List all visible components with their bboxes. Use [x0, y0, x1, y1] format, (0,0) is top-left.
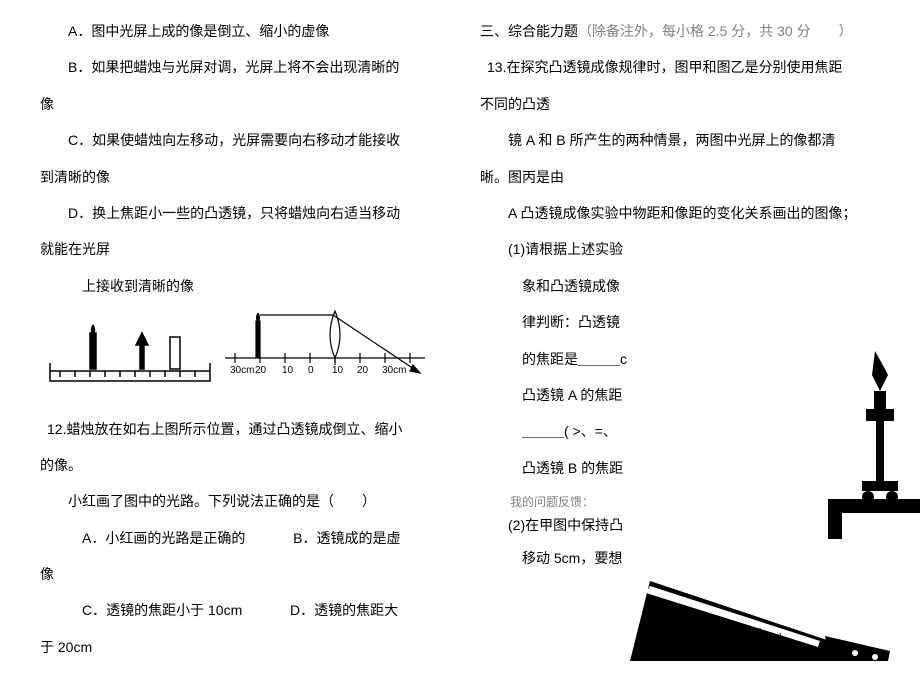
- q13-l5: A 凸透镜成像实验中物距和像距的变化关系画出的图像；: [480, 202, 890, 224]
- q13-l4: 晰。图丙是由: [480, 166, 890, 188]
- q11-option-c-l2: 到清晰的像: [40, 166, 450, 188]
- ruler-10b: 10: [332, 365, 344, 376]
- q13-s1: (1)请根据上述实验: [480, 238, 890, 260]
- q12-option-b: B．透镜成的是虚: [293, 530, 400, 546]
- q11-option-b-l1: B．如果把蜡烛与光屏对调，光屏上将不会出现清晰的: [40, 56, 450, 78]
- q12-option-d: D．透镜的焦距大: [290, 602, 398, 618]
- q11-option-b-l2: 像: [40, 93, 450, 115]
- section-3-note: （除备注外，每小格 2.5 分，共 30 分 ）: [578, 23, 853, 39]
- q13-l2: 不同的凸透: [480, 93, 890, 115]
- q11-option-d-l3: 上接收到清晰的像: [40, 275, 450, 297]
- ruler-0: 0: [308, 365, 314, 376]
- q12-l2: 的像。: [40, 454, 450, 476]
- q13-l3: 镜 A 和 B 所产生的两种情景，两图中光屏上的像都清: [480, 129, 890, 151]
- q11-option-c-l1: C．如果使蜡烛向左移动，光屏需要向右移动才能接收: [40, 129, 450, 151]
- left-column: A．图中光屏上成的像是倒立、缩小的虚像 B．如果把蜡烛与光屏对调，光屏上将不会出…: [40, 20, 450, 672]
- q12-d2: 于 20cm: [40, 636, 450, 658]
- q12-b2: 像: [40, 563, 450, 585]
- q12-option-c: C．透镜的焦距小于 10cm: [82, 602, 242, 618]
- q11-option-a: A．图中光屏上成的像是倒立、缩小的虚像: [40, 20, 450, 42]
- q13-l1: 13.在探究凸透镜成像规律时，图甲和图乙是分别使用焦距: [480, 56, 890, 78]
- ruler-30cm-right: 30cm: [382, 365, 406, 376]
- optical-bench-diagram: 30cm 20 10 0 10 20 30cm: [40, 303, 450, 399]
- ruler-20b: 20: [357, 365, 369, 376]
- candle-knife-illustration: [630, 341, 920, 661]
- section-3-heading: 三、综合能力题（除备注外，每小格 2.5 分，共 30 分 ）: [480, 20, 890, 42]
- q11-option-d-l2: 就能在光屏: [40, 238, 450, 260]
- q12-l1: 12.蜡烛放在如右上图所示位置，通过凸透镜成倒立、缩小: [40, 418, 450, 440]
- q12-option-a: A．小红画的光路是正确的: [82, 530, 245, 546]
- q12-cd: C．透镜的焦距小于 10cm D．透镜的焦距大: [40, 599, 450, 621]
- q12-l3: 小红画了图中的光路。下列说法正确的是（ ）: [40, 490, 450, 512]
- ruler-10: 10: [282, 365, 294, 376]
- ruler-30cm-left: 30cm: [230, 365, 254, 376]
- q13-s3: 律判断：凸透镜: [480, 311, 890, 333]
- q11-option-d-l1: D．换上焦距小一些的凸透镜，只将蜡烛向右适当移动: [40, 202, 450, 224]
- q12-ab: A．小红画的光路是正确的 B．透镜成的是虚: [40, 527, 450, 549]
- q13-s2: 象和凸透镜成像: [480, 275, 890, 297]
- ruler-20: 20: [255, 365, 267, 376]
